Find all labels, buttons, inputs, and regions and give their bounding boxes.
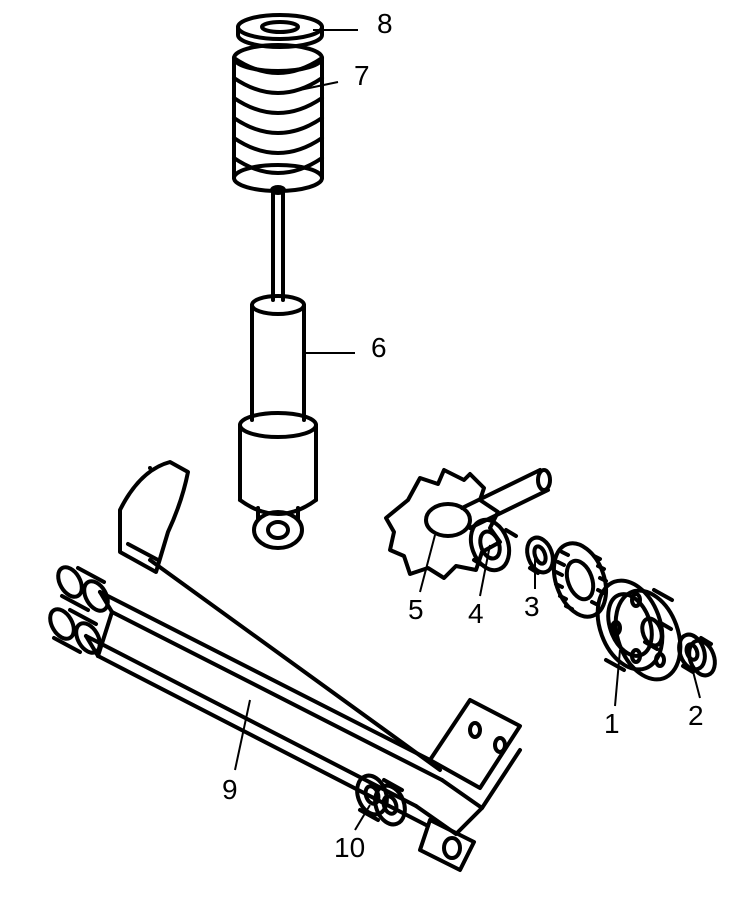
callout-5: 5 <box>408 596 424 624</box>
parts-illustration <box>0 0 733 897</box>
callout-6: 6 <box>371 334 387 362</box>
callout-3: 3 <box>524 593 540 621</box>
callout-10: 10 <box>334 834 365 862</box>
wheel-hub-icon <box>586 572 692 689</box>
callout-4: 4 <box>468 600 484 628</box>
spring-seat-washer-icon <box>238 15 322 47</box>
hub-nut-icon <box>675 631 720 679</box>
shock-strut-icon <box>240 187 316 548</box>
callout-8: 8 <box>377 10 393 38</box>
callout-9: 9 <box>222 776 238 804</box>
callout-1: 1 <box>604 710 620 738</box>
coil-spring-icon <box>234 45 322 191</box>
tone-ring-icon <box>544 536 615 624</box>
diagram-canvas: 8 7 6 5 4 3 1 2 9 10 <box>0 0 733 897</box>
callout-2: 2 <box>688 702 704 730</box>
stub-axle-icon <box>386 470 550 578</box>
callout-7: 7 <box>354 62 370 90</box>
